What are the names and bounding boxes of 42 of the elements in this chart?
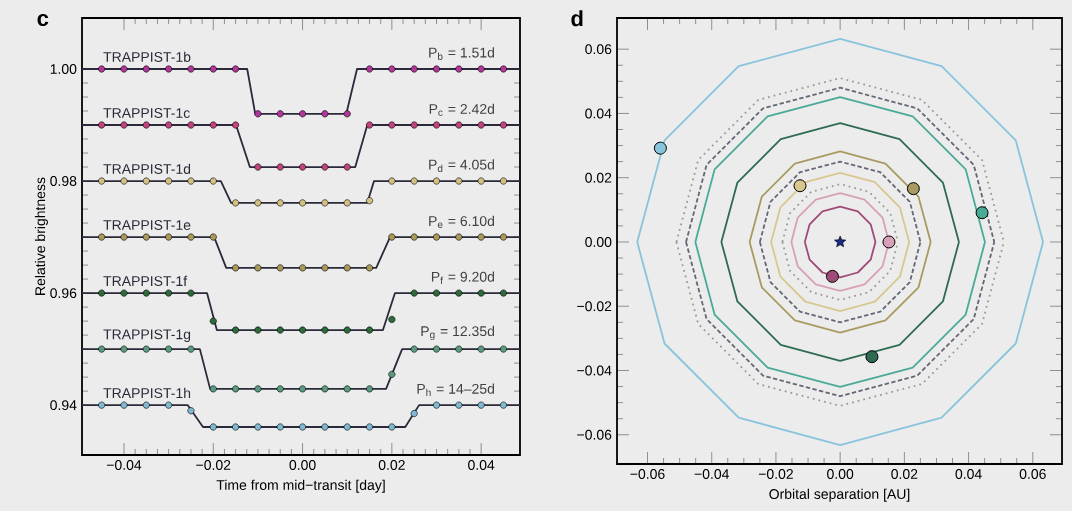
x-tick-label: 0.00	[827, 469, 854, 479]
annotation: P$_{e}$ = 6.10d	[429, 215, 494, 228]
x-tick-label: 0.04	[955, 469, 982, 479]
y-tick-label: −0.06	[577, 429, 612, 440]
y-tick-label: 0.98	[50, 176, 77, 186]
annotation: P$_{h}$ = 14–25d	[417, 383, 494, 397]
x-axis-title: Time from mid−transit [day]	[216, 479, 385, 493]
series-label: TRAPPIST-1e	[103, 220, 191, 230]
y-axis-title: Relative brightness	[34, 177, 48, 295]
series-label: TRAPPIST-1h	[103, 387, 191, 399]
y-tick-label: 0.94	[50, 400, 77, 411]
x-tick-label: 0.04	[468, 460, 495, 470]
x-tick-label: −0.04	[694, 469, 730, 479]
x-tick-label: −0.02	[758, 469, 793, 479]
annotation: P$_{d}$ = 4.05d	[429, 159, 494, 172]
series-label: TRAPPIST-1d	[103, 163, 191, 174]
annotation: P$_{f}$ = 9.20d	[431, 271, 494, 285]
series-label: TRAPPIST-1b	[103, 51, 191, 62]
series-label: TRAPPIST-1c	[103, 108, 190, 118]
y-tick-label: 0.02	[585, 172, 612, 183]
y-tick-label: 0.00	[585, 237, 612, 247]
chart-title: c	[37, 14, 49, 27]
x-tick-label: 0.06	[1019, 469, 1046, 479]
y-tick-label: 0.96	[50, 288, 77, 299]
x-tick-label: −0.02	[196, 460, 231, 470]
y-tick-label: 0.06	[585, 44, 612, 55]
y-tick-label: −0.04	[577, 365, 612, 376]
x-tick-label: −0.04	[106, 460, 142, 470]
annotation: P$_{b}$ = 1.51d	[429, 47, 494, 60]
series-label: TRAPPIST-1f	[103, 275, 188, 287]
chart-title: d	[571, 10, 583, 27]
annotation: P$_{g}$ = 12.35d	[421, 325, 494, 341]
x-tick-label: 0.02	[378, 460, 405, 470]
x-tick-label: −0.06	[630, 469, 665, 479]
x-tick-label: 0.02	[891, 469, 918, 479]
x-axis-title: Orbital separation [AU]	[769, 488, 910, 502]
annotation: P$_{c}$ = 2.42d	[429, 103, 494, 116]
y-tick-label: 1.00	[50, 64, 77, 74]
series-label: TRAPPIST-1g	[103, 329, 191, 343]
y-tick-label: 0.04	[585, 108, 612, 119]
x-tick-label: 0.00	[289, 460, 316, 470]
y-tick-label: −0.02	[577, 301, 612, 312]
